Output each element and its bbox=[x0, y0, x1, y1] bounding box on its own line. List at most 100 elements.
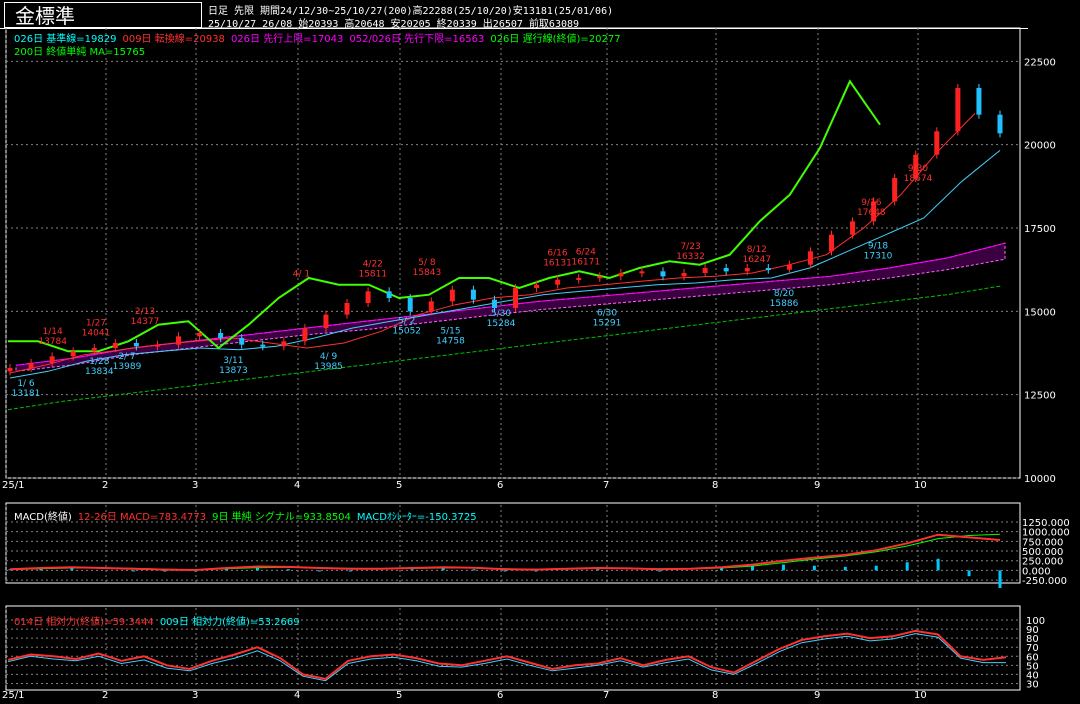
candle-body bbox=[807, 251, 813, 265]
candle-body bbox=[197, 333, 203, 337]
month-tick-label: 2 bbox=[102, 480, 108, 491]
candle-body bbox=[765, 268, 771, 270]
candle-body bbox=[681, 273, 687, 277]
annotation-date: 1/28 bbox=[89, 357, 109, 367]
candle-body bbox=[428, 301, 434, 312]
legend-entry: 026日 遅行線(終値)=20277 bbox=[490, 34, 621, 45]
legend-entry: 026日 先行上限=17043 bbox=[230, 34, 344, 45]
rsi-month-tick-label: 7 bbox=[603, 690, 609, 701]
ichimoku-legend: 026日 基準線=19829 009日 転換線=20938 026日 先行上限=17… bbox=[14, 30, 627, 45]
annotation-date: 5/30 bbox=[491, 309, 511, 319]
annotation-date: 5/ 8 bbox=[418, 258, 436, 268]
candle-body bbox=[386, 291, 392, 298]
annotation-value: 14758 bbox=[436, 336, 465, 346]
macd-tick-label: -250.000 bbox=[1022, 576, 1067, 587]
annotation-date: 5/ 2 bbox=[398, 317, 415, 327]
macd-legend: MACD(終値) 12-26日 MACD=783.4773 9日 単純 シグナル=9… bbox=[14, 508, 483, 523]
legend-entry: MACDｵｼﾚｰﾀｰ=-150.3725 bbox=[356, 512, 477, 523]
annotation-date: 2/ 7 bbox=[118, 352, 135, 362]
annotation-date: 8/20 bbox=[774, 289, 794, 299]
annotation-date: 9/16 bbox=[861, 198, 881, 208]
macd-signal-line bbox=[9, 533, 1001, 571]
candle-body bbox=[323, 314, 329, 328]
candle-body bbox=[91, 348, 97, 352]
month-tick-label: 25/1 bbox=[2, 480, 24, 491]
legend-entry: 12-26日 MACD=783.4773 bbox=[77, 512, 207, 523]
rsi-legend: 014日 相対力(終値)=59.3444 009日 相対力(終値)=53.2669 bbox=[14, 613, 306, 628]
rsi-tick-label: 80 bbox=[1026, 634, 1039, 645]
candle-body bbox=[850, 221, 856, 235]
rsi-month-tick-label: 9 bbox=[814, 690, 820, 701]
annotation-value: 15886 bbox=[770, 299, 799, 309]
candle-body bbox=[997, 114, 1003, 134]
macd-tick-label: 750.000 bbox=[1022, 537, 1063, 548]
annotation-value: 16247 bbox=[742, 255, 771, 265]
candle-body bbox=[28, 363, 34, 368]
rsi-frame bbox=[5, 605, 1021, 691]
price-info: 25/10/27 26/08 始20393 高20648 安20205 終203… bbox=[208, 19, 580, 30]
annotation-value: 15284 bbox=[487, 319, 516, 329]
annotation-value: 13989 bbox=[113, 362, 142, 372]
candle-body bbox=[513, 288, 519, 308]
candle-body bbox=[597, 276, 603, 279]
month-tick-label: 8 bbox=[712, 480, 718, 491]
annotation-date: 4/22 bbox=[363, 259, 383, 269]
annotation-date: 9/30 bbox=[908, 164, 928, 174]
annotation-value: 16171 bbox=[571, 257, 600, 267]
month-tick-label: 5 bbox=[396, 480, 402, 491]
annotation-date: 7/23 bbox=[680, 242, 700, 252]
annotation-date: 6/16 bbox=[547, 249, 567, 259]
legend-entry: 026日 基準線=19829 bbox=[14, 34, 117, 45]
rsi-month-tick-label: 4 bbox=[294, 690, 300, 701]
annotation-value: 13784 bbox=[38, 337, 67, 347]
candle-body bbox=[112, 343, 118, 348]
candle-body bbox=[470, 289, 476, 300]
annotation-value: 15811 bbox=[358, 269, 387, 279]
candle-body bbox=[407, 298, 413, 312]
annotation-value: 13181 bbox=[12, 389, 41, 399]
annotation-value: 15843 bbox=[413, 268, 442, 278]
annotation-value: 13834 bbox=[85, 367, 114, 377]
candle-body bbox=[260, 344, 266, 347]
candle-body bbox=[934, 131, 940, 155]
rsi-tick-label: 60 bbox=[1026, 652, 1039, 663]
annotation-date: 6/30 bbox=[597, 309, 617, 319]
macd-tick-label: 250.000 bbox=[1022, 557, 1063, 568]
macd-tick-label: 500.000 bbox=[1022, 547, 1063, 558]
legend-entry: 200日 終値単純 MA=15765 bbox=[14, 47, 146, 58]
candle-body bbox=[218, 333, 224, 338]
candle-body bbox=[344, 303, 350, 315]
candle-body bbox=[7, 368, 13, 372]
annotation-value: 14041 bbox=[82, 328, 111, 338]
series-line-転換線 bbox=[9, 113, 976, 374]
candle-body bbox=[723, 268, 729, 272]
price-tick-label: 17500 bbox=[1024, 224, 1056, 235]
annotation-value: 15291 bbox=[593, 319, 622, 329]
candle-body bbox=[618, 273, 624, 277]
month-tick-label: 4 bbox=[294, 480, 300, 491]
annotation-date: 9/18 bbox=[868, 241, 888, 251]
rsi-month-tick-label: 3 bbox=[192, 690, 198, 701]
legend-entry: 014日 相対力(終値)=59.3444 bbox=[14, 617, 154, 628]
month-tick-label: 6 bbox=[497, 480, 503, 491]
macd-frame bbox=[5, 502, 1021, 584]
price-tick-label: 15000 bbox=[1024, 307, 1056, 318]
legend-entry: MACD(終値) bbox=[14, 512, 72, 523]
annotation-date: 5/15 bbox=[440, 326, 460, 336]
candle-body bbox=[786, 264, 792, 270]
macd-tick-label: 0.000 bbox=[1022, 566, 1051, 577]
rsi-month-tick-label: 6 bbox=[497, 690, 503, 701]
candle-body bbox=[365, 291, 371, 303]
rsi-tick-label: 70 bbox=[1026, 643, 1039, 654]
legend-entry: 052/026日 先行下限=16563 bbox=[349, 34, 485, 45]
candle-body bbox=[70, 351, 76, 357]
annotation-value: 18674 bbox=[904, 174, 933, 184]
macd-tick-label: 1250.000 bbox=[1022, 518, 1070, 529]
legend-entry: 009日 相対力(終値)=53.2669 bbox=[159, 617, 300, 628]
rsi-tick-label: 40 bbox=[1026, 670, 1039, 681]
legend-entry: 9日 単純 シグナル=933.8504 bbox=[212, 512, 351, 523]
candle-body bbox=[555, 279, 561, 285]
price-tick-label: 12500 bbox=[1024, 391, 1056, 402]
annotation-value: 13873 bbox=[219, 366, 248, 376]
